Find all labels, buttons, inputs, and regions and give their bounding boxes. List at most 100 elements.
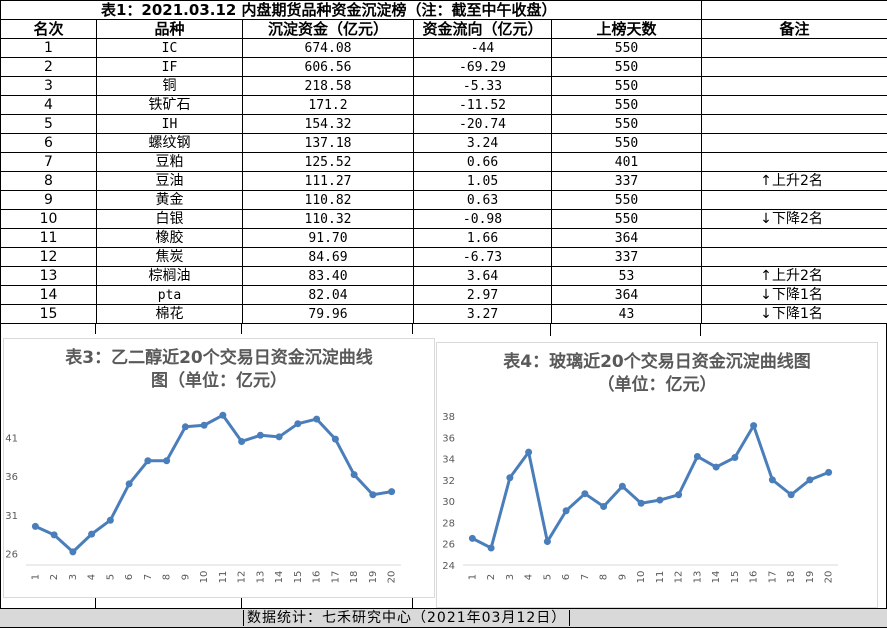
chart2-data-point — [768, 476, 776, 484]
chart1-x-tick-label: 2 — [49, 574, 60, 580]
chart2-x-tick-label: 4 — [524, 574, 535, 580]
cell-flow: 2.97 — [413, 285, 552, 305]
chart2-data-point — [675, 491, 683, 499]
cell-amount: 218.58 — [242, 76, 414, 96]
chart2-data-point — [506, 474, 514, 482]
cell-amount: 110.82 — [242, 190, 414, 210]
table-row: 9 黄金 110.82 0.63 550 — [0, 190, 887, 210]
chart1-data-point — [200, 421, 208, 429]
cell-note — [701, 95, 887, 115]
cell-name: 棉花 — [96, 304, 243, 324]
cell-amount: 83.40 — [242, 266, 414, 286]
cell-flow: 3.64 — [413, 266, 552, 286]
cell-note — [701, 57, 887, 77]
table-title-blank-cell — [701, 0, 887, 20]
note-text: 上升2名 — [772, 267, 823, 284]
ranking-table: 表1：2021.03.12 内盘期货品种资金沉淀榜（注：截至中午收盘） 名次 品… — [0, 0, 887, 324]
cell-note — [701, 133, 887, 153]
table-title: 表1：2021.03.12 内盘期货品种资金沉淀榜（注：截至中午收盘） — [0, 0, 702, 20]
cell-days: 550 — [551, 76, 702, 96]
table-row: 7 豆粕 125.52 0.66 401 — [0, 152, 887, 172]
chart1-data-point — [181, 423, 189, 431]
chart1-title-line1: 表3：乙二醇近20个交易日资金沉淀曲线 — [65, 348, 373, 368]
arrow-up-icon: ↑ — [760, 267, 772, 284]
chart1-x-tick-label: 20 — [387, 571, 398, 584]
chart1-x-tick-label: 7 — [143, 574, 154, 580]
chart2-data-point — [581, 490, 589, 498]
cell-name: IH — [96, 114, 243, 134]
cell-name: pta — [96, 285, 243, 305]
cell-days: 550 — [551, 209, 702, 229]
chart1-data-point — [331, 435, 339, 443]
cell-name: 黄金 — [96, 190, 243, 210]
chart1-data-point — [50, 531, 58, 539]
chart1-data-point — [31, 522, 39, 530]
cell-rank: 11 — [0, 228, 97, 248]
cell-amount: 674.08 — [242, 38, 414, 58]
chart1-x-tick-label: 1 — [30, 574, 41, 580]
chart2-y-tick-label: 26 — [442, 540, 455, 551]
cell-amount: 137.18 — [242, 133, 414, 153]
header-name: 品种 — [96, 19, 243, 39]
arrow-down-icon: ↓ — [760, 305, 772, 322]
cell-rank: 2 — [0, 57, 97, 77]
cell-flow: 3.27 — [413, 304, 552, 324]
chart2-x-tick-label: 2 — [486, 574, 497, 580]
chart1-title: 表3：乙二醇近20个交易日资金沉淀曲线 图（单位：亿元） — [4, 347, 434, 393]
chart1-data-point — [106, 516, 114, 524]
cell-flow: -20.74 — [413, 114, 552, 134]
chart2-x-tick-label: 10 — [636, 571, 647, 584]
arrow-down-icon: ↓ — [760, 210, 772, 227]
chart2-x-tick-label: 19 — [805, 571, 816, 584]
chart1-x-tick-label: 18 — [349, 571, 360, 584]
chart2-y-tick-label: 28 — [442, 518, 455, 529]
chart1-y-tick-label: 31 — [5, 511, 18, 522]
table-row: 13 棕榈油 83.40 3.64 53 ↑上升2名 — [0, 266, 887, 286]
cell-note — [701, 190, 887, 210]
chart2-y-tick-label: 38 — [442, 412, 455, 423]
chart1-x-tick-label: 9 — [180, 574, 191, 580]
table-row: 15 棉花 79.96 3.27 43 ↓下降1名 — [0, 304, 887, 324]
cell-days: 550 — [551, 57, 702, 77]
chart2-series-line — [471, 424, 830, 550]
cell-note — [701, 152, 887, 172]
chart1-data-point — [238, 437, 246, 445]
chart1-data-point — [275, 433, 283, 441]
chart2-data-point — [825, 468, 833, 476]
chart2-data-point — [637, 499, 645, 507]
chart1-data-point — [313, 415, 321, 423]
cell-name: 橡胶 — [96, 228, 243, 248]
table-row: 11 橡胶 91.70 1.66 364 — [0, 228, 887, 248]
chart2-data-point — [600, 502, 608, 510]
cell-rank: 8 — [0, 171, 97, 191]
chart2-data-point — [787, 491, 795, 499]
cell-rank: 7 — [0, 152, 97, 172]
cell-amount: 82.04 — [242, 285, 414, 305]
chart2-x-tick-label: 3 — [505, 574, 516, 580]
note-text: 上升2名 — [772, 172, 823, 189]
table-row: 5 IH 154.32 -20.74 550 — [0, 114, 887, 134]
chart2-data-point — [806, 476, 814, 484]
cell-flow: 1.05 — [413, 171, 552, 191]
chart2-x-tick-label: 7 — [580, 574, 591, 580]
chart2-data-point — [487, 544, 495, 552]
chart2-x-tick-label: 17 — [767, 571, 778, 584]
chart1-data-point — [88, 530, 96, 538]
cell-note — [701, 76, 887, 96]
table-row: 12 焦炭 84.69 -6.73 337 — [0, 247, 887, 267]
chart2-data-point — [562, 507, 570, 515]
cell-name: 白银 — [96, 209, 243, 229]
table-row: 1 IC 674.08 -44 550 — [0, 38, 887, 58]
chart1-x-tick-label: 15 — [293, 571, 304, 584]
chart2-x-tick-label: 8 — [599, 574, 610, 580]
chart1-data-point — [144, 457, 152, 465]
cell-rank: 12 — [0, 247, 97, 267]
table-header-row: 名次 品种 沉淀资金（亿元） 资金流向（亿元） 上榜天数 备注 — [0, 19, 887, 39]
header-note: 备注 — [701, 19, 887, 39]
ethylene-glycol-chart: 表3：乙二醇近20个交易日资金沉淀曲线 图（单位：亿元） 26 31 36 41 1 2 3… — [3, 338, 435, 598]
cell-rank: 9 — [0, 190, 97, 210]
chart2-y-tick-label: 24 — [442, 561, 455, 572]
cell-amount: 91.70 — [242, 228, 414, 248]
chart1-y-tick-label: 26 — [5, 549, 18, 560]
chart1-data-point — [219, 411, 227, 419]
